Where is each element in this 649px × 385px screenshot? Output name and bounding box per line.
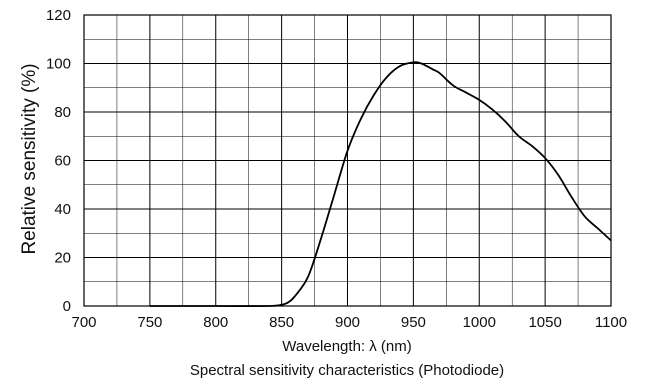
y-tick-label: 0: [63, 298, 71, 315]
y-tick-labels: 0 20 40 60 80 100 120: [46, 7, 71, 315]
y-tick-label: 20: [54, 250, 71, 267]
y-tick-label: 100: [46, 56, 71, 73]
x-tick-label: 900: [335, 314, 360, 331]
x-axis-label: Wavelength: λ (nm): [282, 338, 412, 355]
x-tick-label: 750: [137, 314, 162, 331]
y-tick-label: 120: [46, 7, 71, 24]
y-axis-label: Relative sensitivity (%): [19, 63, 40, 254]
x-tick-label: 1000: [463, 314, 496, 331]
x-tick-labels: 700 750 800 850 900 950 1000 1050 1100: [71, 314, 627, 331]
plot-frame: [83, 14, 612, 307]
chart-caption: Spectral sensitivity characteristics (Ph…: [190, 362, 504, 379]
x-tick-label: 1100: [595, 314, 627, 331]
y-tick-label: 40: [54, 201, 71, 218]
y-tick-label: 60: [54, 153, 71, 170]
x-tick-label: 950: [401, 314, 426, 331]
x-tick-label: 1050: [528, 314, 561, 331]
series-line-0: [149, 61, 612, 307]
x-tick-label: 800: [203, 314, 228, 331]
series-layer: [149, 61, 612, 307]
y-tick-label: 80: [54, 104, 71, 121]
chart-grid: [83, 14, 612, 307]
x-tick-label: 700: [71, 314, 96, 331]
x-tick-label: 850: [269, 314, 294, 331]
